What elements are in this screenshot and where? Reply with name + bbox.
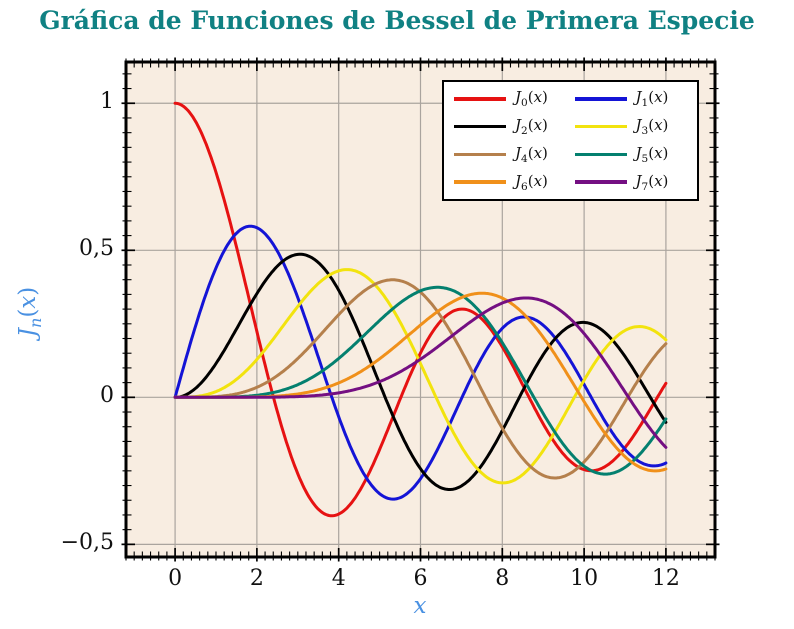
- legend-label: J7(x): [635, 171, 669, 193]
- legend-label: J3(x): [635, 116, 669, 138]
- x-tick-label: 10: [570, 566, 599, 591]
- curve-j5: [173, 285, 668, 476]
- chart-title: Gráfica de Funciones de Bessel de Primer…: [39, 6, 755, 35]
- curve-j0: [173, 101, 668, 518]
- y-tick-label: 1: [100, 89, 114, 115]
- legend-label: J0(x): [515, 88, 548, 110]
- x-tick-label: 6: [413, 566, 428, 591]
- legend-label: J1(x): [635, 88, 669, 110]
- legend-swatch-j2: [454, 124, 506, 129]
- x-tick-label: 8: [495, 566, 510, 591]
- legend-swatch-j1: [574, 97, 627, 101]
- legend-swatch-j5: [574, 152, 627, 157]
- x-axis-label: x: [413, 593, 427, 619]
- legend-swatch-j0: [454, 97, 506, 101]
- legend-label: J5(x): [635, 143, 669, 165]
- curve-j1: [173, 224, 668, 501]
- x-tick-label: 2: [249, 566, 264, 591]
- x-tick-label: 4: [331, 566, 346, 591]
- y-tick-label: −0,5: [60, 530, 114, 556]
- legend-item: J7(x): [571, 169, 692, 195]
- legend-item: J5(x): [571, 141, 692, 167]
- legend-swatch-j6: [454, 180, 506, 184]
- y-tick-label: 0: [100, 383, 114, 409]
- legend-label: J6(x): [515, 171, 548, 193]
- legend-item: J3(x): [571, 114, 692, 140]
- legend-item: J1(x): [571, 86, 692, 112]
- legend-label: J2(x): [515, 116, 548, 138]
- x-tick-label: 0: [168, 566, 183, 591]
- legend-item: J6(x): [450, 169, 571, 195]
- legend-swatch-j4: [454, 152, 506, 157]
- curve-j7: [173, 296, 668, 449]
- y-tick-label: 0,5: [79, 236, 114, 262]
- legend-box: J0(x) J1(x) J2(x) J3(x) J4(x) J5(x) J6(x) J7(x): [442, 80, 699, 201]
- y-axis-label: Jn(x): [15, 286, 45, 338]
- curve-j3: [173, 268, 668, 485]
- curve-j2: [173, 252, 668, 491]
- x-tick-label: 12: [651, 566, 680, 591]
- legend-item: J4(x): [450, 141, 571, 167]
- legend-swatch-j7: [574, 180, 627, 184]
- legend-swatch-j3: [574, 124, 627, 129]
- legend-item: J2(x): [450, 114, 571, 140]
- legend-item: J0(x): [450, 86, 571, 112]
- legend-label: J4(x): [515, 143, 548, 165]
